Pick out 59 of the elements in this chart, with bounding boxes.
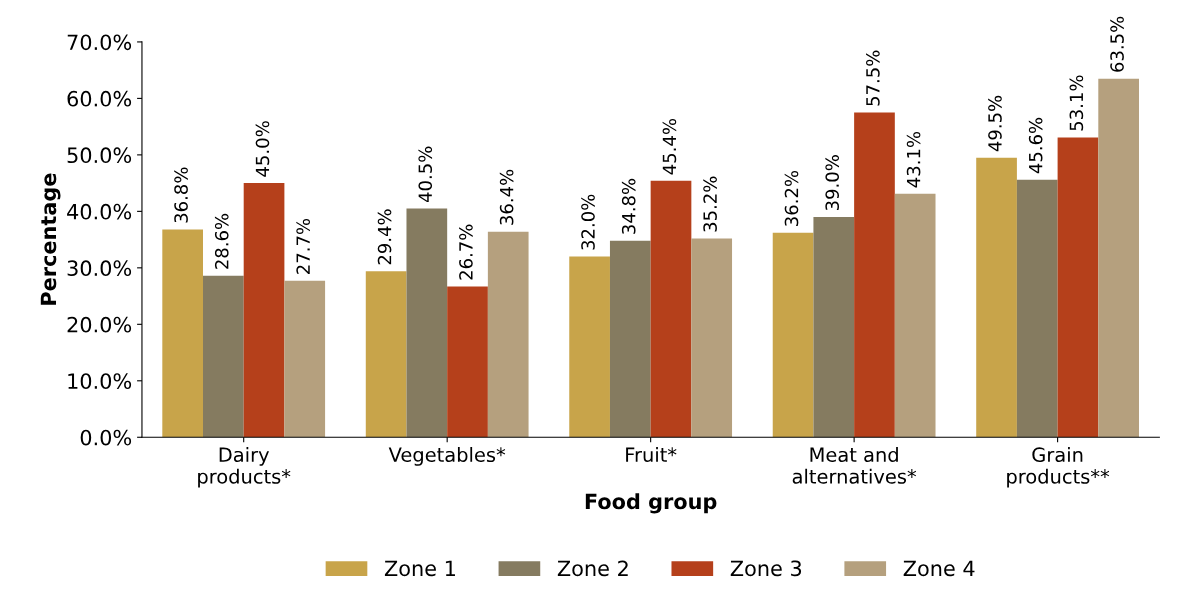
data-label: 63.5% bbox=[1110, 16, 1124, 72]
bar bbox=[406, 208, 448, 438]
y-tick-label: 50.0% bbox=[67, 147, 132, 164]
y-tick-label: 30.0% bbox=[67, 260, 132, 277]
bar bbox=[203, 275, 244, 438]
bar bbox=[569, 256, 610, 438]
data-label: 26.7% bbox=[459, 224, 473, 280]
bar bbox=[1016, 179, 1058, 438]
data-label: 57.5% bbox=[866, 50, 880, 106]
bar bbox=[1057, 137, 1099, 438]
bar bbox=[284, 280, 326, 438]
bar bbox=[772, 232, 814, 438]
y-tick-label: 10.0% bbox=[68, 373, 132, 389]
x-axis-title: Food group bbox=[585, 493, 717, 514]
bar bbox=[243, 183, 285, 438]
bar bbox=[487, 231, 529, 438]
data-label: 40.5% bbox=[418, 146, 433, 203]
y-tick-label: 0.0% bbox=[80, 429, 132, 446]
y-tick-label: 40.0% bbox=[67, 203, 132, 220]
x-tick-label: Grain products** bbox=[1007, 446, 1110, 488]
bar bbox=[650, 180, 692, 438]
data-label: 36.8% bbox=[174, 167, 188, 223]
bar bbox=[894, 193, 936, 438]
legend-label: Zone 2 bbox=[557, 560, 628, 577]
x-tick-label: Dairy products* bbox=[198, 446, 291, 488]
data-label: 28.6% bbox=[214, 213, 229, 269]
data-label: 27.7% bbox=[296, 218, 310, 274]
data-label: 53.1% bbox=[1069, 75, 1084, 131]
bar bbox=[691, 238, 733, 438]
data-label: 36.2% bbox=[784, 170, 799, 226]
data-label: 39.0% bbox=[825, 155, 840, 211]
y-tick-label: 20.0% bbox=[67, 316, 132, 333]
bar bbox=[447, 286, 488, 438]
y-tick-label: 70.0% bbox=[67, 34, 132, 51]
y-axis-title: Percentage bbox=[40, 173, 61, 305]
bar bbox=[609, 240, 651, 438]
legend-label: Zone 3 bbox=[730, 560, 802, 577]
data-label: 49.5% bbox=[988, 95, 1002, 152]
bar bbox=[976, 157, 1017, 438]
x-tick-label: Meat and alternatives* bbox=[792, 446, 917, 484]
bar bbox=[1098, 78, 1139, 438]
x-tick-label: Fruit* bbox=[626, 446, 677, 463]
legend-label: Zone 1 bbox=[384, 560, 455, 577]
data-label: 45.4% bbox=[662, 118, 677, 175]
data-label: 45.0% bbox=[255, 121, 270, 177]
bar bbox=[854, 112, 895, 438]
legend-label: Zone 4 bbox=[903, 560, 975, 577]
data-label: 35.2% bbox=[703, 176, 717, 232]
data-label: 43.1% bbox=[906, 131, 921, 188]
data-label: 45.6% bbox=[1028, 117, 1043, 174]
y-tick-label: 60.0% bbox=[67, 90, 132, 107]
data-label: 34.8% bbox=[621, 178, 636, 234]
data-label: 29.4% bbox=[377, 209, 392, 265]
x-tick-label: Vegetables* bbox=[388, 446, 506, 466]
bar bbox=[365, 271, 407, 438]
bar bbox=[162, 229, 203, 438]
data-label: 32.0% bbox=[581, 194, 595, 250]
data-label: 36.4% bbox=[499, 169, 514, 225]
bar bbox=[813, 217, 855, 438]
